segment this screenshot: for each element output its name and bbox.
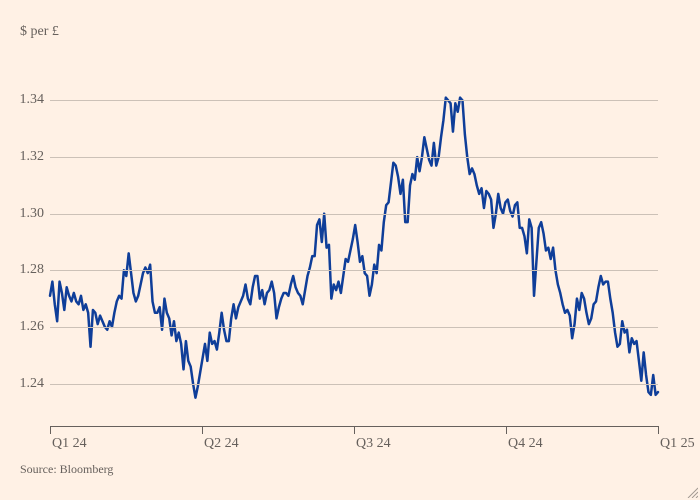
x-tick-label: Q2 24 (204, 436, 239, 452)
x-tick (658, 426, 659, 434)
plot-area: 1.241.261.281.301.321.34Q1 24Q2 24Q3 24Q… (50, 58, 658, 426)
series-line-gbpusd (50, 98, 658, 398)
grid-line (50, 384, 658, 385)
x-tick (354, 426, 355, 434)
grid-line (50, 270, 658, 271)
y-tick-label: 1.24 (4, 376, 44, 392)
y-tick-label: 1.32 (4, 149, 44, 165)
x-tick-label: Q1 25 (660, 436, 695, 452)
y-axis-title: $ per £ (20, 24, 59, 40)
grid-line (50, 327, 658, 328)
y-tick-label: 1.28 (4, 262, 44, 278)
x-tick (202, 426, 203, 434)
x-tick-label: Q1 24 (52, 436, 87, 452)
grid-line (50, 157, 658, 158)
y-tick-label: 1.30 (4, 206, 44, 222)
y-tick-label: 1.26 (4, 319, 44, 335)
resize-handle-icon (686, 486, 698, 498)
x-tick-label: Q4 24 (508, 436, 543, 452)
line-chart (50, 58, 658, 426)
x-tick (506, 426, 507, 434)
y-tick-label: 1.34 (4, 92, 44, 108)
grid-line (50, 100, 658, 101)
source-credit: Source: Bloomberg (20, 462, 113, 477)
grid-line (50, 214, 658, 215)
x-tick-label: Q3 24 (356, 436, 391, 452)
x-tick (50, 426, 51, 434)
